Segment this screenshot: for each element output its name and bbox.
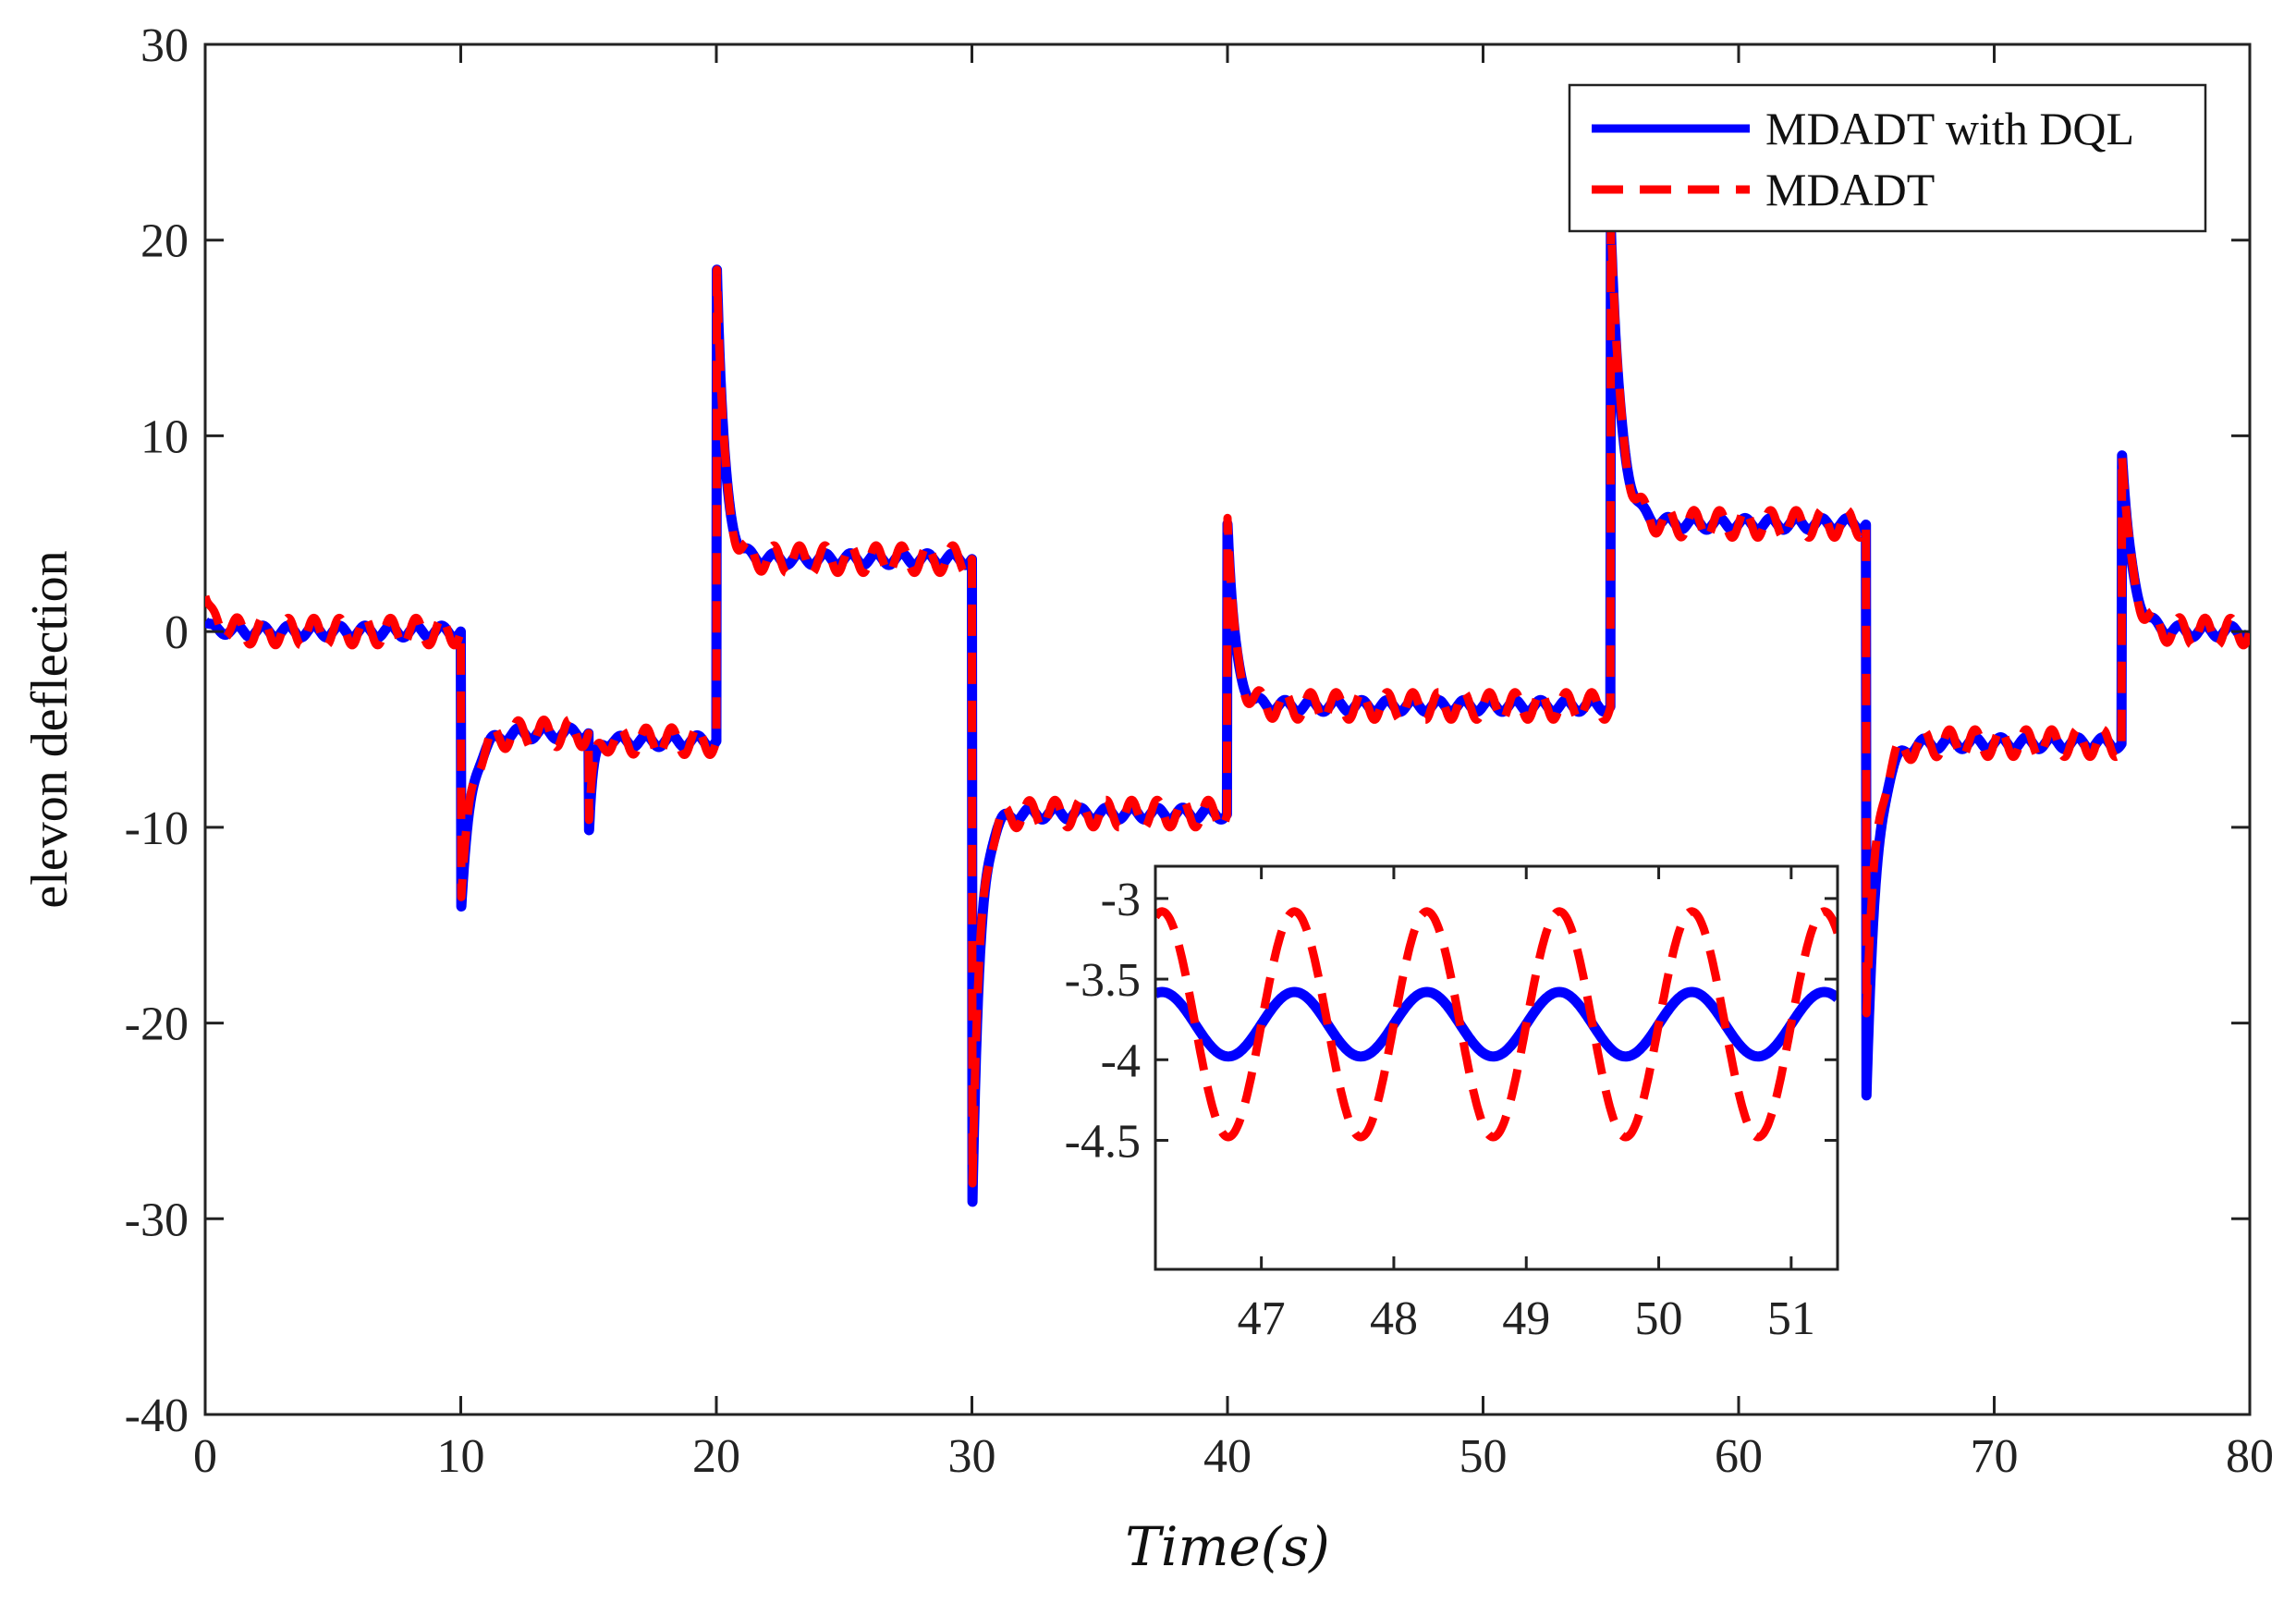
main-y-tick-label: 0 [165,606,189,659]
inset-y-tick-label: -3.5 [1065,954,1141,1007]
main-x-tick-label: 40 [1203,1430,1252,1483]
inset-axes-box [1154,864,1839,1271]
legend-label-mdadt: MDADT [1765,164,1935,215]
main-y-tick-label: 30 [140,19,189,72]
main-x-ticks: 0 10 20 30 40 50 60 70 80 [193,44,2274,1483]
y-axis-label: elevon deflection [21,550,79,908]
main-y-tick-label: -30 [125,1194,189,1246]
inset-x-tick-label: 51 [1767,1292,1815,1345]
main-x-tick-label: 30 [948,1430,996,1483]
legend-box [1568,83,2207,233]
legend-label-mdadt-with-dql: MDADT with DQL [1765,103,2134,154]
inset-x-tick-label: 50 [1635,1292,1683,1345]
main-y-tick-label: 20 [140,215,189,268]
inset-x-tick-label: 49 [1502,1292,1550,1345]
main-y-tick-label: -40 [125,1390,189,1442]
inset-x-tick-label: 48 [1370,1292,1418,1345]
inset-y-tick-label: -3 [1101,874,1141,926]
main-y-tick-label: -20 [125,998,189,1051]
main-x-tick-label: 60 [1715,1430,1763,1483]
inset-y-ticks: -3 -3.5 -4 -4.5 [1065,874,1838,1168]
inset-series-line-mdadt [1155,907,1838,1142]
main-x-tick-label: 80 [2226,1430,2274,1483]
x-axis-label: Time(s) [1125,1515,1330,1578]
main-x-tick-label: 10 [437,1430,485,1483]
inset-chart: 47 48 49 50 51 -3 -3.5 -4 -4.5 [1065,864,1839,1345]
main-y-tick-label: -10 [125,802,189,855]
main-plot-lines [205,216,2250,1207]
series-line-mdadt [205,216,2250,1188]
main-y-tick-label: 10 [140,410,189,463]
main-y-ticks: 30 20 10 0 -10 -20 -30 -40 [125,19,2250,1442]
main-x-tick-label: 20 [692,1430,740,1483]
inset-background [1155,866,1838,1269]
main-x-tick-label: 70 [1971,1430,2019,1483]
inset-x-tick-label: 47 [1238,1292,1286,1345]
inset-x-ticks: 47 48 49 50 51 [1238,866,1815,1345]
inset-y-tick-label: -4.5 [1065,1115,1141,1168]
inset-y-tick-label: -4 [1101,1035,1141,1087]
main-x-tick-label: 0 [193,1430,217,1483]
inset-plot-lines [1155,907,1838,1142]
legend: MDADT with DQL MDADT [1568,83,2207,233]
main-x-tick-label: 50 [1459,1430,1508,1483]
